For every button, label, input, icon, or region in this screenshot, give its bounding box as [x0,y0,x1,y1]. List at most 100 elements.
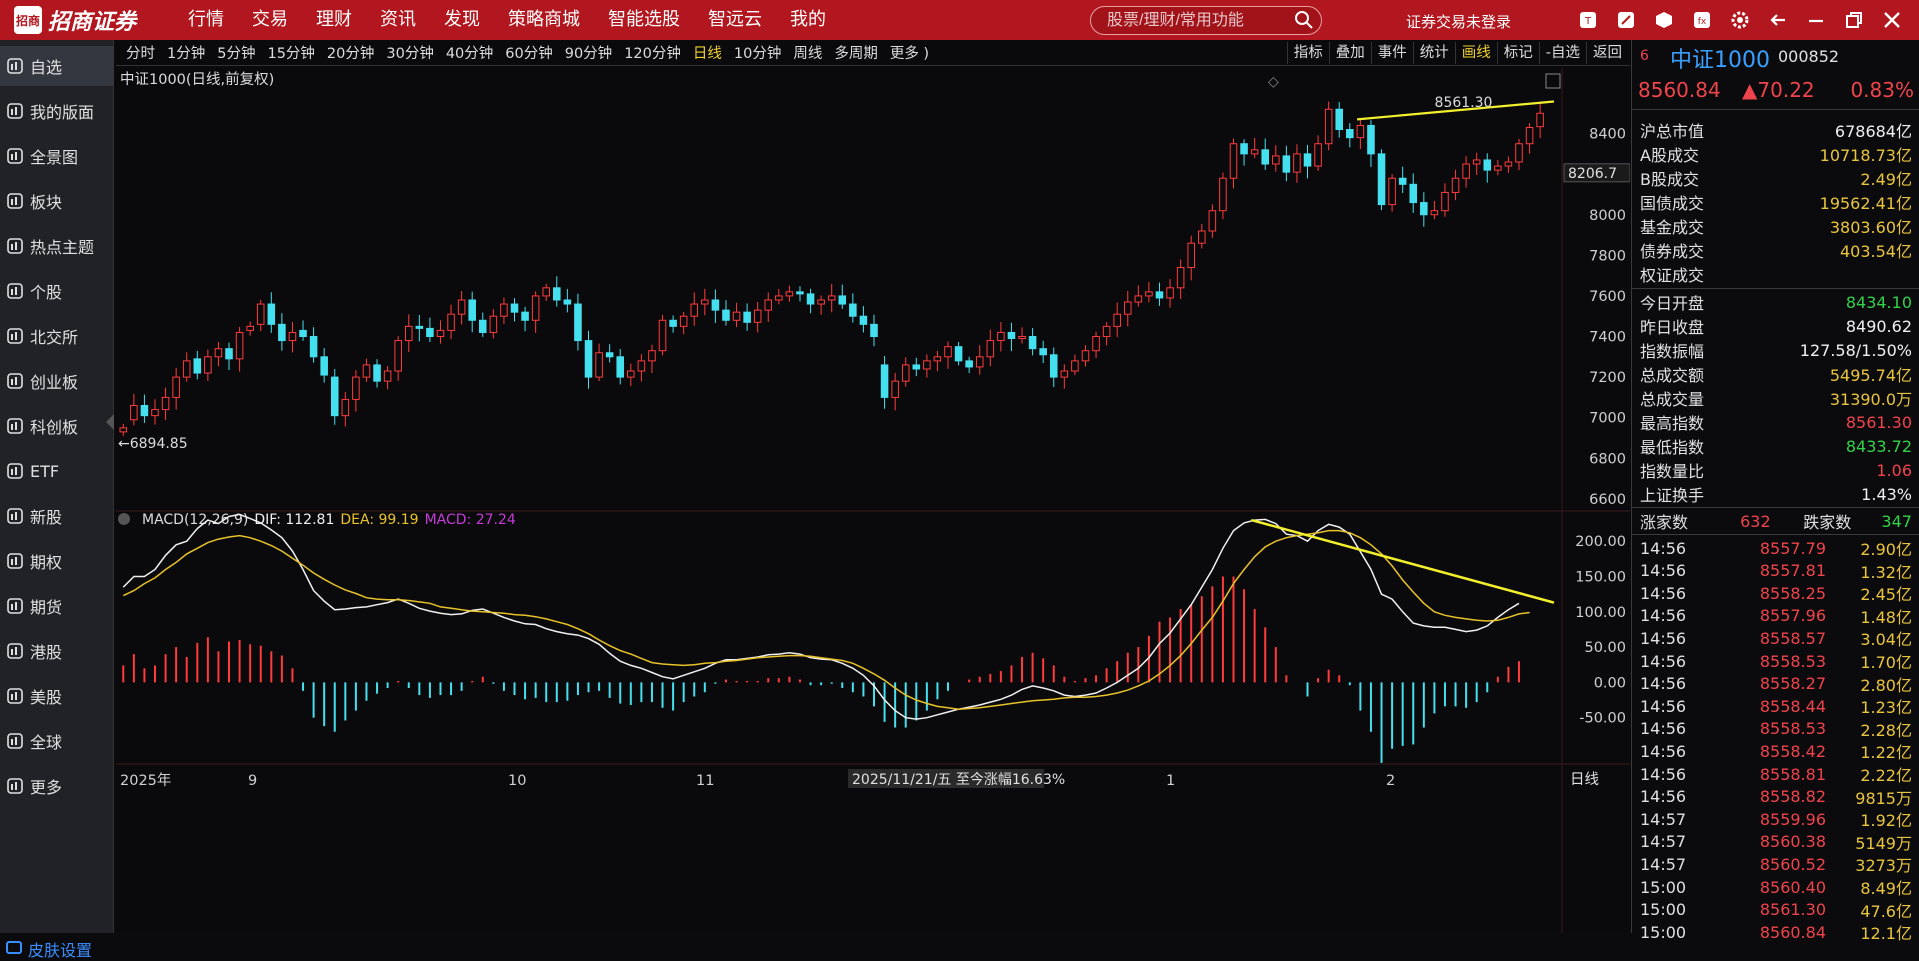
skin-settings-button[interactable]: 皮肤设置 [6,937,92,961]
candle-body [320,356,328,376]
sidebar-item-7[interactable]: 创业板 [0,361,114,401]
tick-volume: 1.22亿 [1860,743,1912,763]
stat-value: 19562.41亿 [1819,194,1912,213]
candle-body [785,291,794,297]
sidebar-item-5[interactable]: 个股 [0,271,114,311]
quote-panel: 6 中证1000 000852 8560.84 ▲70.22 0.83% 沪总市… [1631,40,1919,943]
close-icon[interactable] [1880,8,1904,32]
tool-button[interactable]: 事件 [1370,42,1413,64]
nav-item[interactable]: 策略商城 [508,9,580,30]
period-tab[interactable]: 30分钟 [386,46,434,62]
period-tab[interactable]: 40分钟 [445,46,494,62]
sidebar-item-13[interactable]: 港股 [0,631,114,671]
sidebar-item-label: 科创板 [30,418,79,437]
gear-icon[interactable] [1728,8,1752,32]
period-tab[interactable]: 日线 [692,46,722,62]
globe-icon [6,372,24,390]
candle-body [256,303,265,325]
candle-body [584,340,593,378]
candle-body [1409,183,1418,204]
nav-item[interactable]: 理财 [316,9,352,30]
login-status[interactable]: 证券交易未登录 [1406,13,1512,31]
back-arrow-icon[interactable] [1766,8,1790,32]
sidebar-item-4[interactable]: 热点主题 [0,226,114,266]
tool-button[interactable]: 指标 [1286,42,1329,64]
sidebar-item-2[interactable]: 全景图 [0,136,114,176]
fx-icon[interactable]: fx [1690,8,1714,32]
y-tick-label: 7400 [1589,330,1626,346]
nav-item[interactable]: 智能选股 [608,9,680,30]
candle-body [214,348,223,358]
nav-item[interactable]: 我的 [790,9,826,30]
nav-item[interactable]: 交易 [252,9,288,30]
tick-volume: 3.04亿 [1860,630,1912,650]
restore-icon[interactable] [1842,8,1866,32]
up-count: 632 [1740,511,1771,531]
nav-item[interactable]: 发现 [444,9,480,30]
period-tab[interactable]: 120分钟 [624,46,681,62]
period-tab[interactable]: 更多 ) [889,46,930,62]
kline-chart[interactable]: 中证1000(日线,前复权) ◇ 6600 6800 7000 7200 7400 7600 7… [116,67,1630,933]
period-tab[interactable]: 15分钟 [267,46,315,62]
candle-body [1272,155,1280,165]
search-input[interactable] [1107,10,1287,32]
search-icon[interactable] [1293,9,1315,35]
period-tab[interactable]: 分时 [126,46,155,62]
sidebar-item-1[interactable]: 我的版面 [0,91,114,131]
sidebar-item-15[interactable]: 全球 [0,721,114,761]
tool-button[interactable]: -自选 [1538,42,1586,64]
nav-item[interactable]: 智远云 [708,9,762,30]
quote-name[interactable]: 中证1000 [1670,48,1770,73]
sidebar-item-0[interactable]: 自选 [0,46,114,86]
collapse-icon [118,513,130,525]
sidebar-item-8[interactable]: 科创板 [0,406,114,446]
period-tab[interactable]: 周线 [793,46,823,62]
crosshair-label: 2025/11/21/五 至今涨幅16.63% [852,772,1065,788]
candle-body [954,346,963,362]
period-tab[interactable]: 10分钟 [733,46,782,62]
sidebar-item-label: 更多 [30,778,63,797]
tick-volume: 2.90亿 [1860,540,1912,559]
candle-body [1430,210,1439,216]
chart-area[interactable]: 分时 1分钟 5分钟 15分钟 20分钟 30分钟 40分钟 60分钟 90分钟 120分钟 日线 1… [116,40,1630,933]
sidebar-item-12[interactable]: 期货 [0,586,114,626]
sidebar-item-11[interactable]: 期权 [0,541,114,581]
period-tab[interactable]: 5分钟 [217,46,256,62]
cube-icon[interactable] [1652,8,1676,32]
tool-button[interactable]: 返回 [1586,42,1628,64]
trade-icon[interactable]: T [1576,8,1600,32]
collapse-handle[interactable] [106,414,114,430]
period-tab[interactable]: 20分钟 [326,46,375,62]
edit-icon[interactable] [1614,8,1638,32]
tool-button[interactable]: 标记 [1496,42,1539,64]
period-tab[interactable]: 1分钟 [167,46,206,62]
nav-item[interactable]: 资讯 [380,9,416,30]
candle-body [225,348,233,360]
candle-body [944,346,952,358]
candle-body [849,303,857,317]
tick-row: 15:00 8561.30 47.6亿 [1640,898,1912,922]
period-tab[interactable]: 90分钟 [564,46,613,62]
us-icon [6,687,24,705]
candle-icon [6,282,24,300]
sidebar-item-14[interactable]: 美股 [0,676,114,716]
minimize-icon[interactable] [1804,8,1828,32]
period-tab[interactable]: 60分钟 [505,46,553,62]
search-box[interactable] [1090,6,1322,35]
sidebar-item-3[interactable]: 板块 [0,181,114,221]
sidebar-item-16[interactable]: 更多 [0,766,114,806]
period-tab[interactable]: 多周期 [834,46,878,62]
sidebar-item-9[interactable]: ETF [0,451,114,491]
tick-row: 14:57 8560.52 3273万 [1640,852,1912,876]
quote-code-prefix: 6 [1640,48,1649,64]
sidebar-item-6[interactable]: 北交所 [0,316,114,356]
tick-price: 8558.53 [1759,651,1826,671]
sidebar-item-10[interactable]: 新股 [0,496,114,536]
tool-button[interactable]: 统计 [1412,42,1455,64]
sidebar-item-label: 全球 [30,733,63,752]
candle-body [669,319,677,327]
tool-button[interactable]: 叠加 [1328,42,1371,64]
candle-body [1060,370,1069,378]
tool-button[interactable]: 画线 [1454,42,1497,64]
nav-item[interactable]: 行情 [188,9,224,30]
